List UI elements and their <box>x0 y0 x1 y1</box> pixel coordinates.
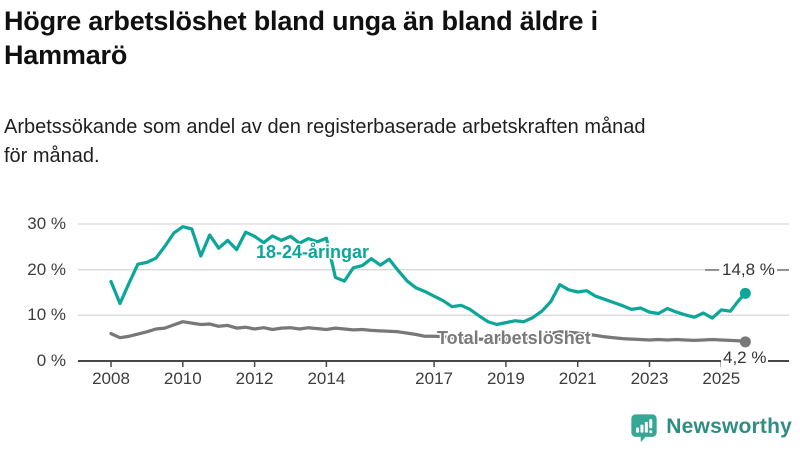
page-title-line-1: Högre arbetslöshet bland unga än bland ä… <box>4 6 598 36</box>
y-axis-tick-label: 10 % <box>27 305 66 325</box>
x-axis-tick-label: 2014 <box>307 369 346 388</box>
x-axis-tick-label: 2010 <box>163 369 202 388</box>
newsworthy-logo: Newsworthy <box>629 412 792 442</box>
end-value-label-total: 4,2 % <box>721 348 769 368</box>
series-label-young: 18-24-åringar <box>256 242 370 262</box>
chart-subtitle-line-1: Arbetssökande som andel av den registerb… <box>4 116 646 138</box>
y-axis-tick-label: 30 % <box>27 213 66 233</box>
logo-wordmark: Newsworthy <box>666 415 792 438</box>
x-axis-tick-label: 2025 <box>702 369 741 388</box>
chart-subtitle-line-2: för månad. <box>4 145 100 167</box>
x-axis-tick-label: 2019 <box>486 369 525 388</box>
series-label-total: Total arbetslöshet <box>437 328 591 348</box>
x-axis-tick-label: 2023 <box>630 369 669 388</box>
x-axis-tick-label: 2012 <box>235 369 274 388</box>
end-dot-young <box>739 287 751 299</box>
end-dot-total <box>739 336 751 348</box>
y-axis-tick-label: 0 % <box>36 351 66 370</box>
series-line-young <box>109 225 748 327</box>
x-axis-tick-label: 2021 <box>558 369 597 388</box>
x-axis-tick-label: 2017 <box>415 369 453 388</box>
series-line-total <box>109 320 748 344</box>
chart-bubble-icon <box>631 414 657 442</box>
x-axis-tick-label: 2008 <box>92 369 130 388</box>
y-axis-tick-label: 20 % <box>27 259 66 279</box>
end-value-label-young: 14,8 % <box>720 260 777 280</box>
page-title-line-2: Hammarö <box>4 40 128 70</box>
